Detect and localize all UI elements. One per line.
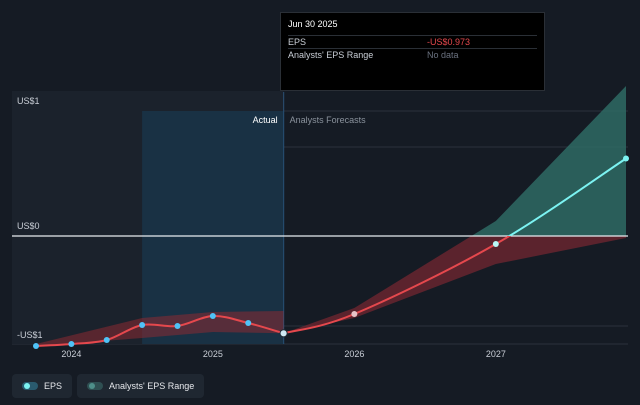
tooltip-row-eps: EPS -US$0.973 <box>288 35 537 48</box>
eps-point[interactable] <box>103 337 110 343</box>
tooltip-range-label: Analysts' EPS Range <box>288 50 374 60</box>
legend-eps-label: EPS <box>44 381 63 391</box>
x-tick-label: 2025 <box>203 349 223 359</box>
forecast-point[interactable] <box>351 311 358 317</box>
forecast-point[interactable] <box>623 155 629 162</box>
x-tick-label: 2026 <box>344 349 364 359</box>
tooltip-date: Jun 30 2025 <box>288 19 338 29</box>
eps-forecast-line-positive <box>507 157 627 236</box>
x-tick-label: 2024 <box>61 349 81 359</box>
range-band-forecast-positive <box>471 86 626 236</box>
actual-zone-label: Actual <box>253 115 278 125</box>
eps-point[interactable] <box>279 329 288 338</box>
legend-range-button[interactable]: Analysts' EPS Range <box>77 374 205 398</box>
tooltip-eps-label: EPS <box>288 37 307 47</box>
range-swatch-icon <box>87 382 104 390</box>
eps-forecast-line-negative <box>283 236 512 335</box>
data-points <box>33 155 629 349</box>
y-tick-label: US$0 <box>17 221 40 231</box>
y-tick-label: US$1 <box>17 96 40 106</box>
eps-point[interactable] <box>245 320 252 326</box>
legend-eps-button[interactable]: EPS <box>12 374 73 398</box>
tooltip-eps-value: -US$0.973 <box>427 37 471 47</box>
legend-range-label: Analysts' EPS Range <box>109 381 195 391</box>
eps-swatch-icon <box>22 382 38 390</box>
legend: EPS Analysts' EPS Range <box>12 374 205 398</box>
highlight-region <box>142 111 284 344</box>
eps-point[interactable] <box>139 322 146 328</box>
eps-point[interactable] <box>209 313 216 319</box>
y-tick-label: -US$1 <box>17 330 43 340</box>
range-band-forecast-negative <box>283 236 626 334</box>
range-band-actual <box>36 311 284 346</box>
tooltip-row-range: Analysts' EPS Range No data <box>288 48 537 61</box>
forecast-zone-label: Analysts Forecasts <box>290 115 367 125</box>
range-bands <box>36 86 626 346</box>
axis-labels: US$1 US$0 -US$1 2024 2025 2026 2027 <box>17 96 506 359</box>
eps-point[interactable] <box>68 341 75 347</box>
x-tick-label: 2027 <box>486 349 506 359</box>
tooltip: Jun 30 2025 EPS -US$0.973 Analysts' EPS … <box>280 12 545 91</box>
eps-point[interactable] <box>174 323 181 329</box>
tooltip-range-value: No data <box>427 50 459 60</box>
forecast-point[interactable] <box>492 241 499 247</box>
eps-point[interactable] <box>33 343 39 349</box>
